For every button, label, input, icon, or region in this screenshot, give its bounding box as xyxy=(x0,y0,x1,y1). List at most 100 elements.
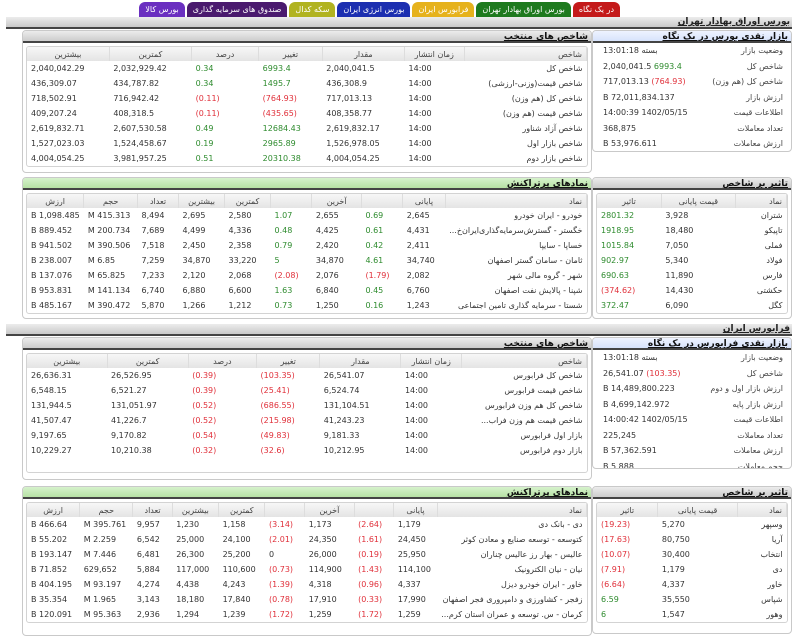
impact-row[interactable]: حکشتی 14,430 (374.62) xyxy=(597,283,787,298)
impact-row[interactable]: شپاس 35,550 6.59 xyxy=(597,592,787,607)
impact-row[interactable]: شتران 3,928 2801.32 xyxy=(597,208,787,223)
impact-row[interactable]: انتخاب 30,400 (10.07) xyxy=(597,547,787,562)
impact-symbol[interactable]: وسپهر xyxy=(761,520,783,529)
index-name[interactable]: بازار دوم فرابورس xyxy=(519,446,583,455)
impact-row[interactable]: فارس 11,890 690.63 xyxy=(597,268,787,283)
tab-2[interactable]: فرابورس ایران xyxy=(412,2,475,18)
active-symbol[interactable]: کرمان - س. توسعه و عمران استان کرم... xyxy=(441,610,583,619)
active-symbol[interactable]: خودرو - ایران خودرو xyxy=(514,211,583,220)
tab-5[interactable]: صندوق های سرمایه گذاری xyxy=(186,2,288,18)
active-row[interactable]: ثامان - سامان گستر اصفهان 34,740 4.61 34,87… xyxy=(27,253,587,268)
column-header[interactable]: کمترین xyxy=(218,503,266,517)
column-header[interactable] xyxy=(354,503,395,517)
column-header[interactable]: تغییر xyxy=(258,47,323,61)
impact-symbol[interactable]: انتخاب xyxy=(760,550,783,559)
impact-row[interactable]: وهور 1,547 6 xyxy=(597,607,787,622)
column-header[interactable]: قیمت پایانی xyxy=(657,503,738,517)
impact-row[interactable]: وسپهر 5,270 (19.23) xyxy=(597,517,787,532)
index-name[interactable]: شاخص کل فرابورس xyxy=(513,371,583,380)
column-header[interactable]: درصد xyxy=(191,47,260,61)
impact-row[interactable]: فولاد 5,340 902.97 xyxy=(597,253,787,268)
column-header[interactable]: مقدار xyxy=(319,354,402,368)
index-name[interactable]: شاخص قیمت(وزنی-ارزشی) xyxy=(488,79,583,88)
index-name[interactable]: شاخص کل هم وزن فرابورس xyxy=(484,401,583,410)
index-row[interactable]: شاخص قیمت (هم وزن) 14:00 408,358.77 (435.65… xyxy=(27,106,587,121)
column-header[interactable]: بیشترین xyxy=(27,354,108,368)
index-name[interactable]: بازار اول فرابورس xyxy=(520,431,583,440)
index-name[interactable]: شاخص قیمت فرابورس xyxy=(504,386,583,395)
column-header[interactable]: کمترین xyxy=(107,354,189,368)
column-header[interactable]: حجم xyxy=(79,503,134,517)
column-header[interactable]: نماد xyxy=(737,503,787,517)
column-header[interactable] xyxy=(270,194,313,208)
impact-symbol[interactable]: شپاس xyxy=(761,595,783,604)
impact-symbol[interactable]: آریا xyxy=(771,535,783,544)
index-row[interactable]: شاخص کل (هم وزن) 14:00 717,013.13 (764.93) (… xyxy=(27,91,587,106)
index-name[interactable]: شاخص بازار اول xyxy=(527,139,583,148)
active-row[interactable]: خودرو - ایران خودرو 2,645 0.69 2,655 1.07 2,5… xyxy=(27,208,587,223)
active-row[interactable]: نیان - نیان الکترونیک 114,100 (1.43) 114,90… xyxy=(27,562,587,577)
column-header[interactable]: نماد xyxy=(445,194,587,208)
column-header[interactable]: قیمت پایانی xyxy=(661,194,736,208)
column-header[interactable]: تعداد xyxy=(137,194,180,208)
index-row[interactable]: شاخص آزاد شناور 14:00 2,619,832.17 12684.43… xyxy=(27,121,587,136)
active-symbol[interactable]: زفجر - کشاورزی و دامپروری فجر اصفهان xyxy=(442,595,583,604)
active-symbol[interactable]: نیان - نیان الکترونیک xyxy=(514,565,583,574)
column-header[interactable]: تعداد xyxy=(132,503,173,517)
active-row[interactable]: خگستر - گسترش‌سرمایه‌گذاری‌ایران‌خ... 4,4… xyxy=(27,223,587,238)
column-header[interactable]: درصد xyxy=(188,354,258,368)
index-row[interactable]: شاخص قیمت(وزنی-ارزشی) 14:00 436,308.9 1495.… xyxy=(27,76,587,91)
impact-symbol[interactable]: خاور xyxy=(767,580,783,589)
column-header[interactable]: تاثیر xyxy=(597,194,662,208)
column-header[interactable]: ارزش xyxy=(27,503,81,517)
column-header[interactable]: حجم xyxy=(83,194,139,208)
active-symbol[interactable]: کتوسعه - توسعه صنایع و معادن کوثر xyxy=(461,535,583,544)
active-symbol[interactable]: خگستر - گسترش‌سرمایه‌گذاری‌ایران‌خ... xyxy=(449,226,583,235)
index-row[interactable]: شاخص کل فرابورس 14:00 26,541.07 (103.35) (0.… xyxy=(27,368,587,383)
column-header[interactable] xyxy=(361,194,404,208)
column-header[interactable]: تغییر xyxy=(256,354,321,368)
column-header[interactable] xyxy=(264,503,306,517)
active-symbol[interactable]: شهر - گروه مالی شهر xyxy=(507,271,583,280)
column-header[interactable]: نماد xyxy=(437,503,587,517)
tab-0[interactable]: در یک نگاه xyxy=(572,2,620,18)
active-row[interactable]: عالیس - بهار رز عالیس چناران 25,950 (0.19)… xyxy=(27,547,587,562)
active-row[interactable]: خاور - ایران خودرو دیزل 4,337 (0.96) 4,318 (… xyxy=(27,577,587,592)
tab-1[interactable]: بورس اوراق بهادار تهران xyxy=(476,2,571,18)
index-name[interactable]: شاخص قیمت هم وزن فراب... xyxy=(480,416,583,425)
index-name[interactable]: شاخص قیمت (هم وزن) xyxy=(502,109,583,118)
tab-4[interactable]: سکه کدال xyxy=(289,2,336,18)
active-symbol[interactable]: شستا - سرمایه گذاری تامین اجتماعی xyxy=(457,301,583,310)
impact-symbol[interactable]: دی xyxy=(772,565,783,574)
impact-symbol[interactable]: وهور xyxy=(766,610,783,619)
index-row[interactable]: شاخص بازار اول 14:00 1,526,978.05 2965.89 0.… xyxy=(27,136,587,151)
tab-6[interactable]: بورس کالا xyxy=(139,2,185,18)
index-row[interactable]: شاخص بازار دوم 14:00 4,004,054.25 20310.38 0… xyxy=(27,151,587,166)
index-name[interactable]: شاخص آزاد شناور xyxy=(522,124,583,133)
column-header[interactable]: زمان انتشار xyxy=(404,47,465,61)
active-symbol[interactable]: خساپا - سایپا xyxy=(539,241,583,250)
index-name[interactable]: شاخص کل xyxy=(546,64,583,73)
impact-row[interactable]: کگل 6,090 372.47 xyxy=(597,298,787,313)
column-header[interactable]: کمترین xyxy=(109,47,193,61)
impact-row[interactable]: آریا 80,750 (17.63) xyxy=(597,532,787,547)
impact-symbol[interactable]: فارس xyxy=(762,271,783,280)
index-row[interactable]: شاخص قیمت فرابورس 14:00 6,524.74 (25.41) (0.… xyxy=(27,383,587,398)
index-row[interactable]: بازار اول فرابورس 14:00 9,181.33 (49.83) (0.… xyxy=(27,428,587,443)
column-header[interactable]: آخرین xyxy=(304,503,355,517)
index-row[interactable]: بازار دوم فرابورس 14:00 10,212.95 (32.6) (0.… xyxy=(27,443,587,458)
column-header[interactable]: شاخص xyxy=(464,47,587,61)
column-header[interactable]: پایانی xyxy=(393,503,438,517)
active-row[interactable]: کتوسعه - توسعه صنایع و معادن کوثر 24,450 (… xyxy=(27,532,587,547)
impact-row[interactable]: فملی 7,050 1015.84 xyxy=(597,238,787,253)
impact-symbol[interactable]: فملی xyxy=(764,241,783,250)
active-row[interactable]: شهر - گروه مالی شهر 2,082 (1.79) 2,076 (2.08… xyxy=(27,268,587,283)
active-row[interactable]: شستا - سرمایه گذاری تامین اجتماعی 1,243 0.… xyxy=(27,298,587,313)
column-header[interactable]: مقدار xyxy=(322,47,406,61)
active-row[interactable]: شپنا - پالایش نفت اصفهان 6,760 0.45 6,840 1.… xyxy=(27,283,587,298)
tab-3[interactable]: بورس انرژی ایران xyxy=(337,2,411,18)
impact-row[interactable]: تاپیکو 18,480 1918.95 xyxy=(597,223,787,238)
impact-symbol[interactable]: فولاد xyxy=(766,256,783,265)
column-header[interactable]: کمترین xyxy=(224,194,272,208)
column-header[interactable]: ارزش xyxy=(27,194,85,208)
